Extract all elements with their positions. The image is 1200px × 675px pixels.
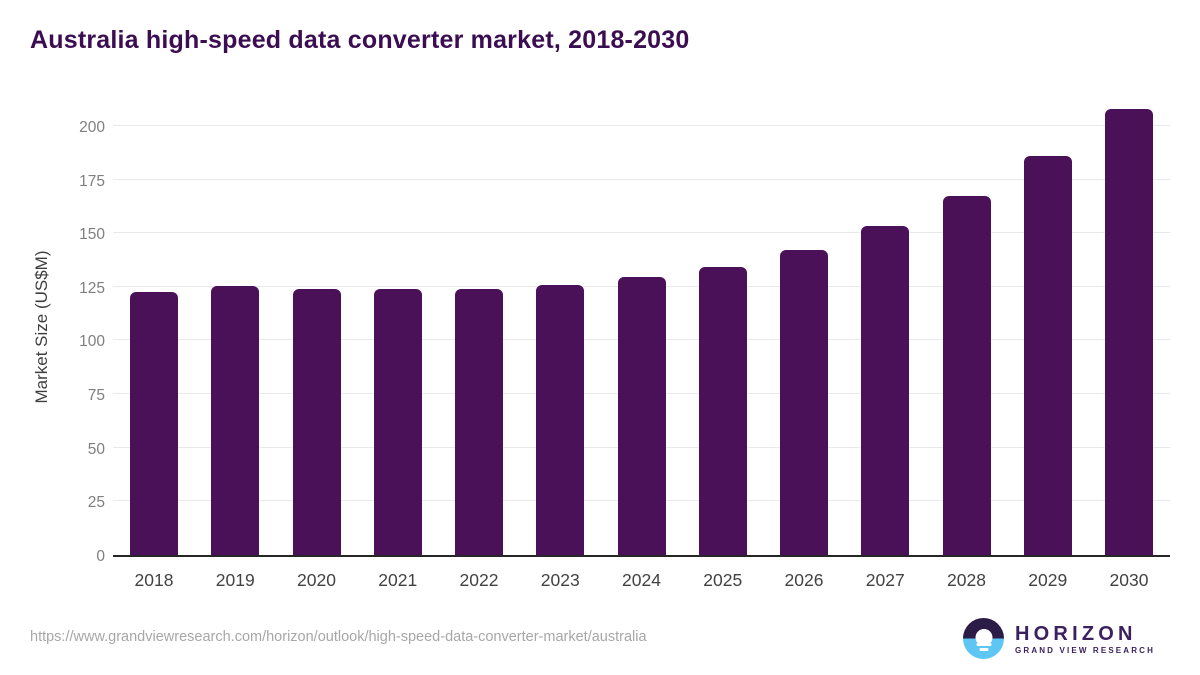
plot-area: 2018 2019 2020 2021 2022 2023 2024 2025 2026 2027…: [113, 97, 1170, 590]
x-tick-label-2022: 2022: [459, 570, 499, 590]
bar-slot-2020: 2020: [292, 97, 341, 590]
y-tick-label: 100: [79, 333, 105, 351]
horizon-sun-over-water-icon: [963, 618, 1005, 659]
x-tick-label-2020: 2020: [297, 570, 336, 590]
bar-slot-2028: 2028: [942, 97, 991, 590]
bar-slot-2023: 2023: [536, 97, 585, 590]
bar-2029: [1023, 156, 1072, 555]
x-tick-label-2023: 2023: [540, 570, 580, 590]
bar-series: 2018 2019 2020 2021 2022 2023 2024 2025 2026 2027…: [113, 97, 1170, 590]
x-tick-label-2029: 2029: [1028, 570, 1068, 590]
y-tick-label: 125: [79, 279, 105, 297]
bar-slot-2030: 2030: [1105, 97, 1153, 590]
logo-name: HORIZON: [1015, 622, 1137, 645]
y-tick-label: 0: [96, 548, 105, 565]
y-tick-label: 200: [79, 118, 105, 136]
bar-2018: [130, 292, 178, 555]
y-axis-tick-labels: 0 25 50 75 100 125 150 175 200: [0, 97, 105, 565]
bar-2020: [292, 288, 341, 555]
y-tick-label: 50: [87, 440, 105, 458]
bar-slot-2019: 2019: [211, 97, 260, 590]
bar-2021: [373, 288, 422, 555]
y-tick-label: 150: [79, 226, 105, 244]
bar-2030: [1105, 109, 1153, 555]
bar-slot-2024: 2024: [617, 97, 666, 590]
bar-slot-2022: 2022: [455, 97, 503, 590]
gridline: [113, 232, 1170, 234]
x-tick-label-2025: 2025: [703, 570, 743, 590]
sun-icon: [975, 629, 993, 646]
x-tick-label-2019: 2019: [215, 570, 255, 590]
logo-text-block: HORIZON GRAND VIEW RESEARCH: [1015, 623, 1155, 655]
logo-subtitle: GRAND VIEW RESEARCH: [1015, 645, 1155, 655]
bar-slot-2018: 2018: [130, 97, 178, 590]
chart-title: Australia high-speed data converter mark…: [30, 26, 690, 54]
bar-2024: [617, 277, 666, 555]
bar-2022: [455, 288, 503, 555]
x-tick-label-2026: 2026: [784, 570, 824, 590]
bar-2019: [211, 286, 260, 555]
x-tick-label-2018: 2018: [134, 570, 174, 590]
bar-slot-2025: 2025: [698, 97, 747, 590]
horizon-logo: HORIZON GRAND VIEW RESEARCH: [963, 618, 1155, 659]
gridline: [113, 178, 1170, 180]
x-tick-label-2024: 2024: [622, 570, 661, 590]
bar-slot-2029: 2029: [1023, 97, 1072, 590]
y-tick-label: 75: [87, 387, 105, 405]
gridline: [113, 124, 1170, 126]
source-url-text: https://www.grandviewresearch.com/horizo…: [30, 629, 647, 645]
y-tick-label: 175: [79, 172, 105, 190]
water-reflection-line: [979, 648, 989, 651]
water-reflection-line: [976, 643, 992, 646]
bar-slot-2026: 2026: [780, 97, 828, 590]
x-tick-label-2027: 2027: [865, 570, 905, 590]
bar-slot-2027: 2027: [861, 97, 910, 590]
bar-2023: [536, 284, 585, 555]
bar-2026: [780, 250, 828, 555]
x-tick-label-2021: 2021: [378, 570, 418, 590]
bar-2028: [942, 195, 991, 555]
y-tick-label: 25: [87, 494, 105, 512]
bar-slot-2021: 2021: [373, 97, 422, 590]
x-tick-label-2028: 2028: [947, 570, 986, 590]
x-tick-label-2030: 2030: [1109, 570, 1149, 590]
bar-2027: [861, 225, 910, 555]
bar-2025: [698, 266, 747, 555]
